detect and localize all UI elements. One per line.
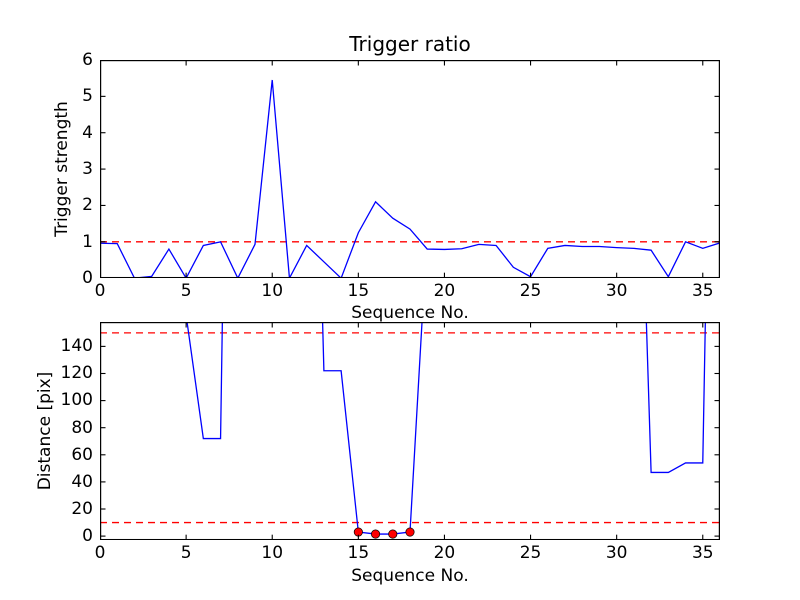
y-tick-label: 120	[60, 363, 93, 384]
x-tick-label: 20	[433, 281, 456, 302]
y-tick-label: 3	[82, 159, 93, 180]
bottom-axes	[100, 321, 720, 540]
x-tick-label: 15	[347, 281, 370, 302]
x-tick-label: 5	[180, 543, 192, 563]
y-tick-label: 0	[82, 268, 93, 289]
axes-frame	[100, 321, 720, 540]
x-tick-label: 35	[691, 281, 714, 302]
x-tick-label: 10	[261, 543, 284, 563]
x-tick-label: 25	[519, 543, 542, 563]
y-tick-label: 20	[71, 498, 93, 519]
chart-title: Trigger ratio	[349, 32, 471, 56]
bottom-xlabel: Sequence No.	[351, 566, 469, 586]
match-marker	[405, 527, 415, 537]
x-tick-label: 10	[261, 281, 284, 302]
axes-background	[100, 321, 720, 540]
x-tick-label: 20	[433, 543, 456, 563]
x-tick-label: 30	[605, 281, 628, 302]
y-tick-label: 60	[71, 444, 93, 465]
x-tick-label: 30	[605, 543, 628, 563]
axes-background	[100, 60, 720, 279]
axes-frame	[100, 60, 720, 279]
x-tick-label: 25	[519, 281, 542, 302]
x-tick-label: 5	[180, 281, 192, 302]
top-xlabel: Sequence No.	[351, 303, 469, 323]
match-marker	[371, 529, 381, 539]
y-tick-label: 100	[60, 390, 93, 411]
y-tick-label: 80	[71, 417, 93, 438]
match-marker	[388, 529, 398, 539]
y-tick-label: 6	[82, 50, 93, 70]
y-tick-label: 4	[82, 122, 93, 143]
x-tick-label: 0	[94, 281, 106, 302]
y-tick-label: 40	[71, 471, 93, 492]
x-tick-label: 35	[691, 543, 714, 563]
y-tick-label: 1	[82, 231, 93, 252]
y-tick-label: 0	[82, 525, 93, 546]
top-axes	[100, 60, 720, 279]
x-tick-label: 15	[347, 543, 370, 563]
y-tick-label: 5	[82, 86, 93, 107]
y-tick-label: 2	[82, 195, 93, 216]
data-series-line	[100, 79, 720, 279]
y-tick-label: 140	[60, 336, 93, 357]
x-tick-label: 0	[94, 543, 106, 563]
